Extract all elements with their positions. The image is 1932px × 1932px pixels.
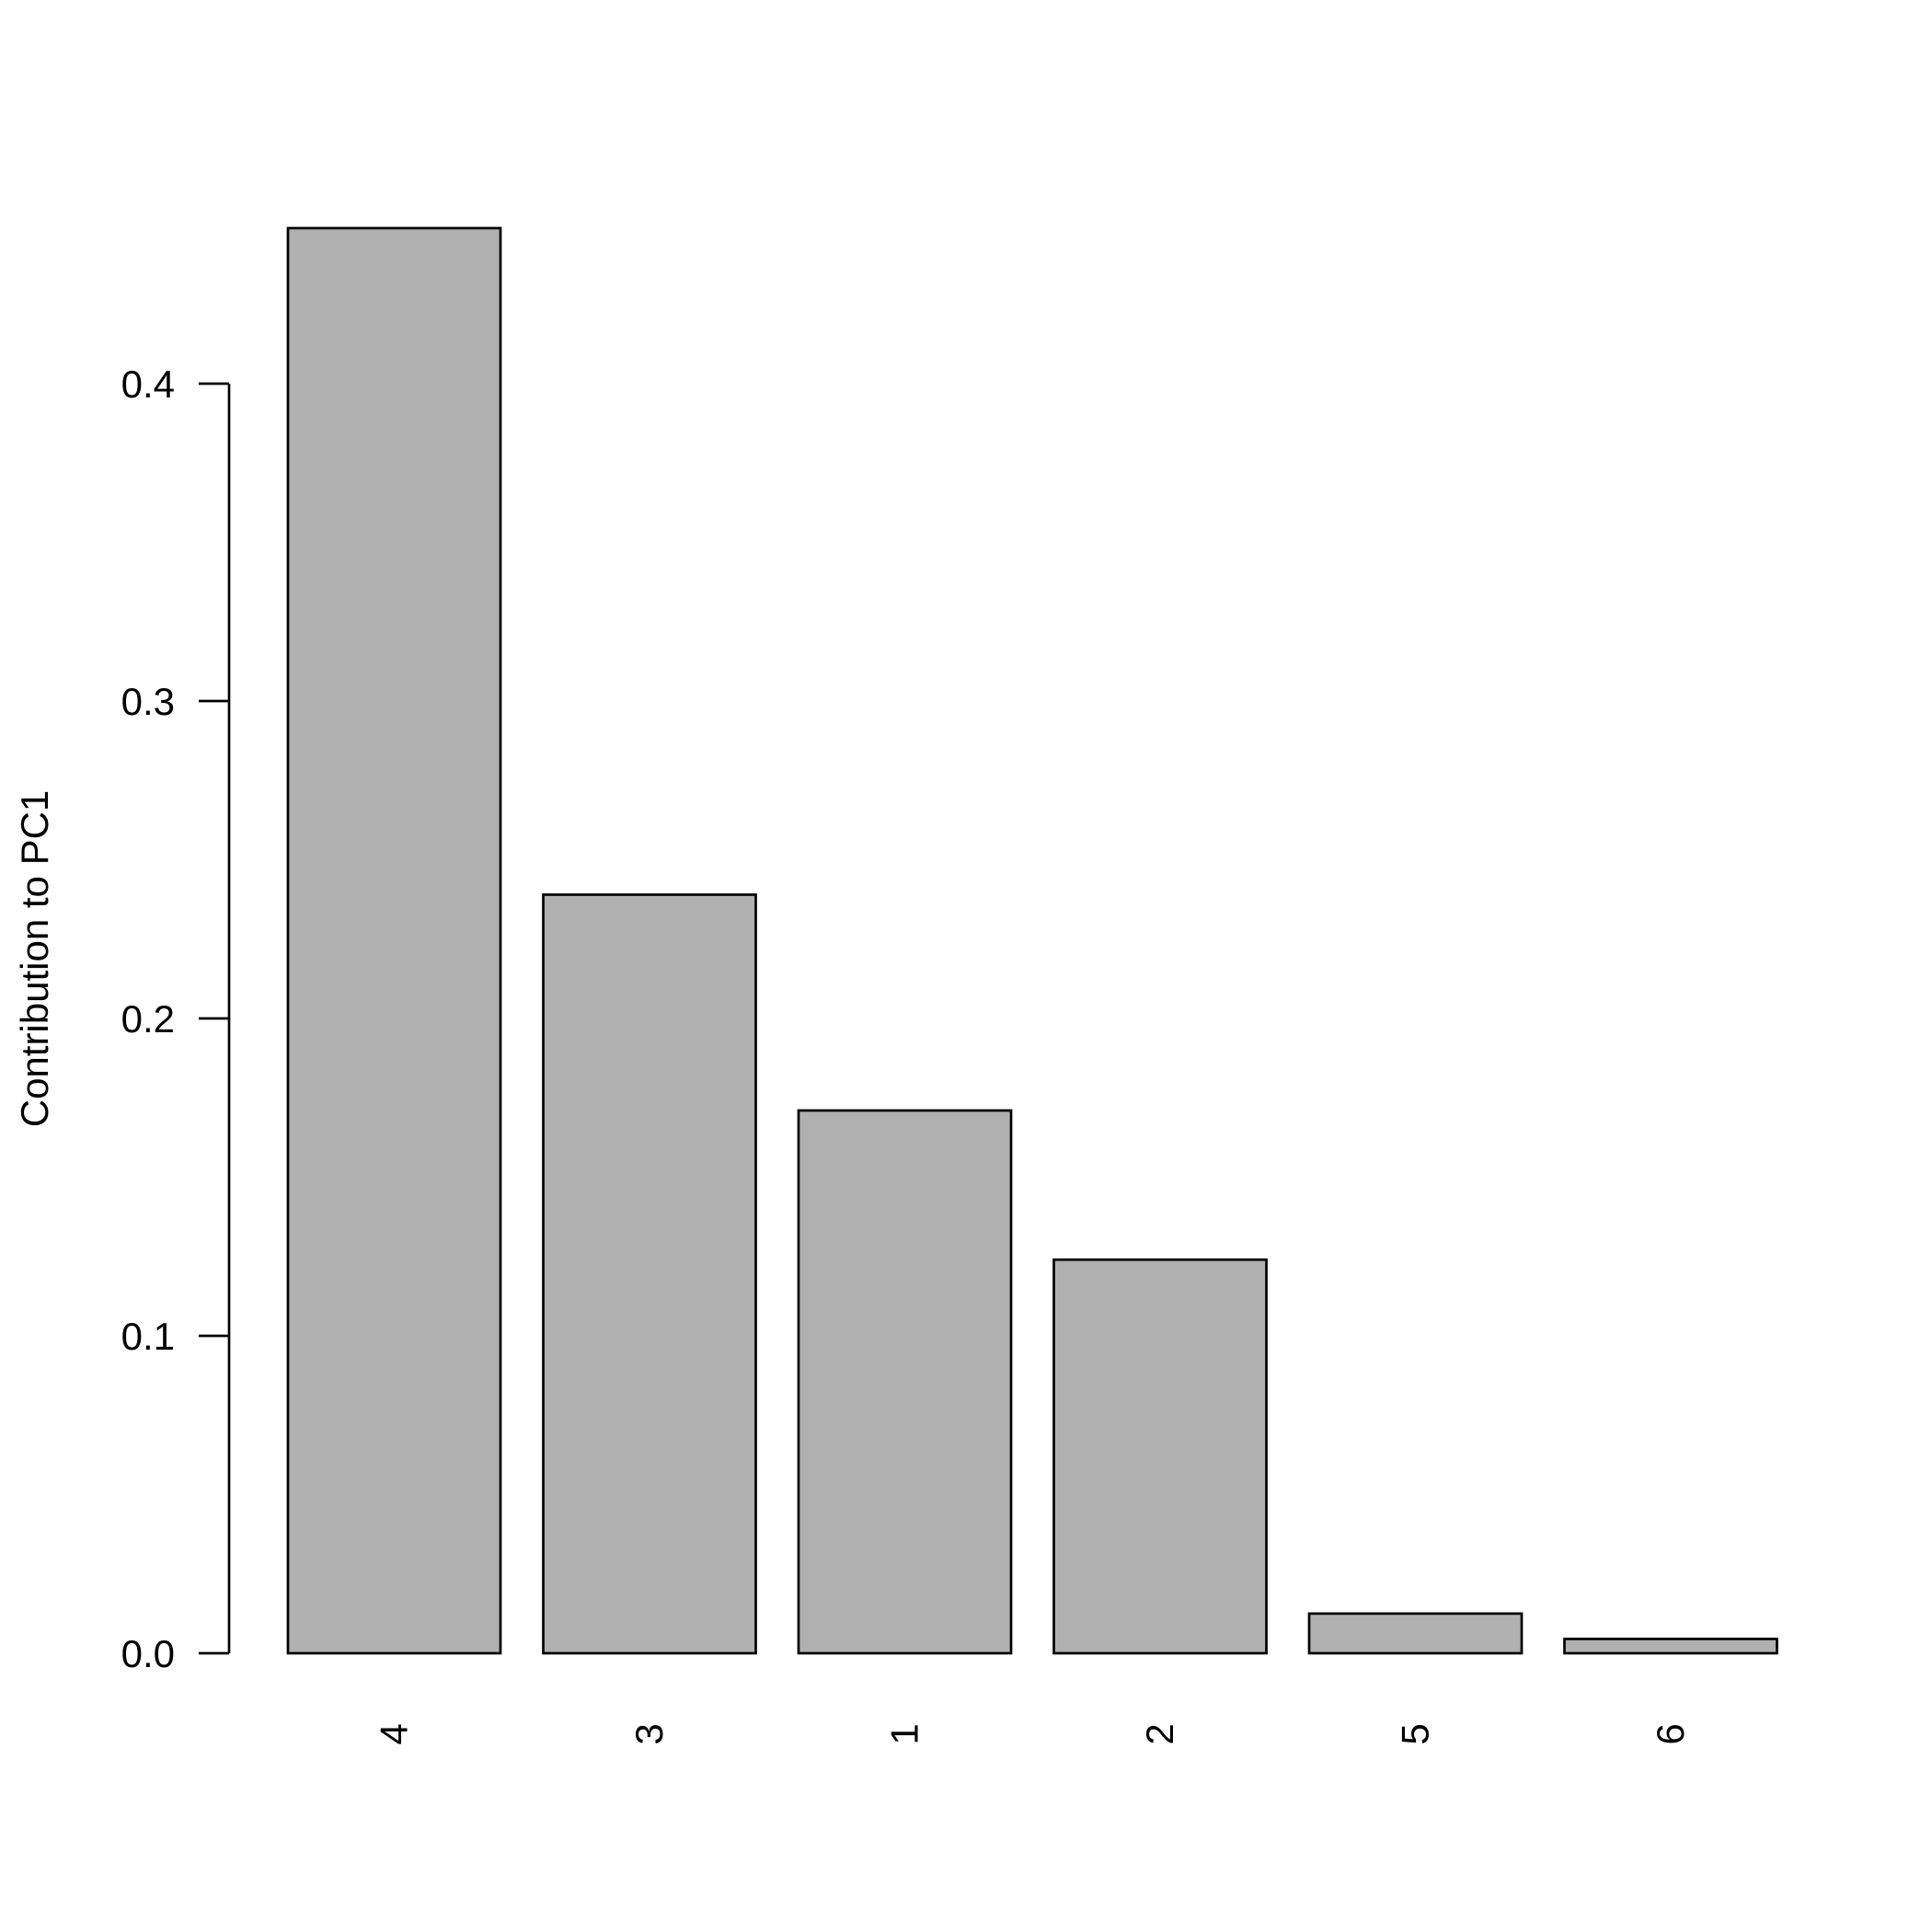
y-tick-label: 0.2 xyxy=(121,997,175,1041)
x-tick-label: 5 xyxy=(1394,1723,1437,1744)
bar-3 xyxy=(542,893,757,1655)
x-tick-label: 4 xyxy=(373,1723,416,1744)
bar-2 xyxy=(1052,1258,1268,1655)
bar-6 xyxy=(1563,1638,1778,1655)
bar-1 xyxy=(797,1109,1013,1655)
y-tick-label: 0.1 xyxy=(121,1315,175,1358)
x-tick-labels: 4 3 1 2 5 6 xyxy=(373,1723,1693,1744)
x-tick-label: 3 xyxy=(627,1723,671,1744)
x-tick-label: 6 xyxy=(1649,1723,1692,1744)
x-tick-label: 2 xyxy=(1138,1723,1181,1744)
bars xyxy=(286,226,1778,1655)
x-tick-label: 1 xyxy=(883,1723,926,1744)
bar-4 xyxy=(286,226,502,1655)
y-tick-label: 0.0 xyxy=(121,1632,175,1675)
y-tick-label: 0.4 xyxy=(121,362,175,406)
y-axis-label: Contribution to PC1 xyxy=(13,790,56,1128)
y-tick-label: 0.3 xyxy=(121,680,175,723)
bar-5 xyxy=(1307,1612,1524,1655)
y-axis: 0.0 0.1 0.2 0.3 0.4 xyxy=(121,362,231,1675)
